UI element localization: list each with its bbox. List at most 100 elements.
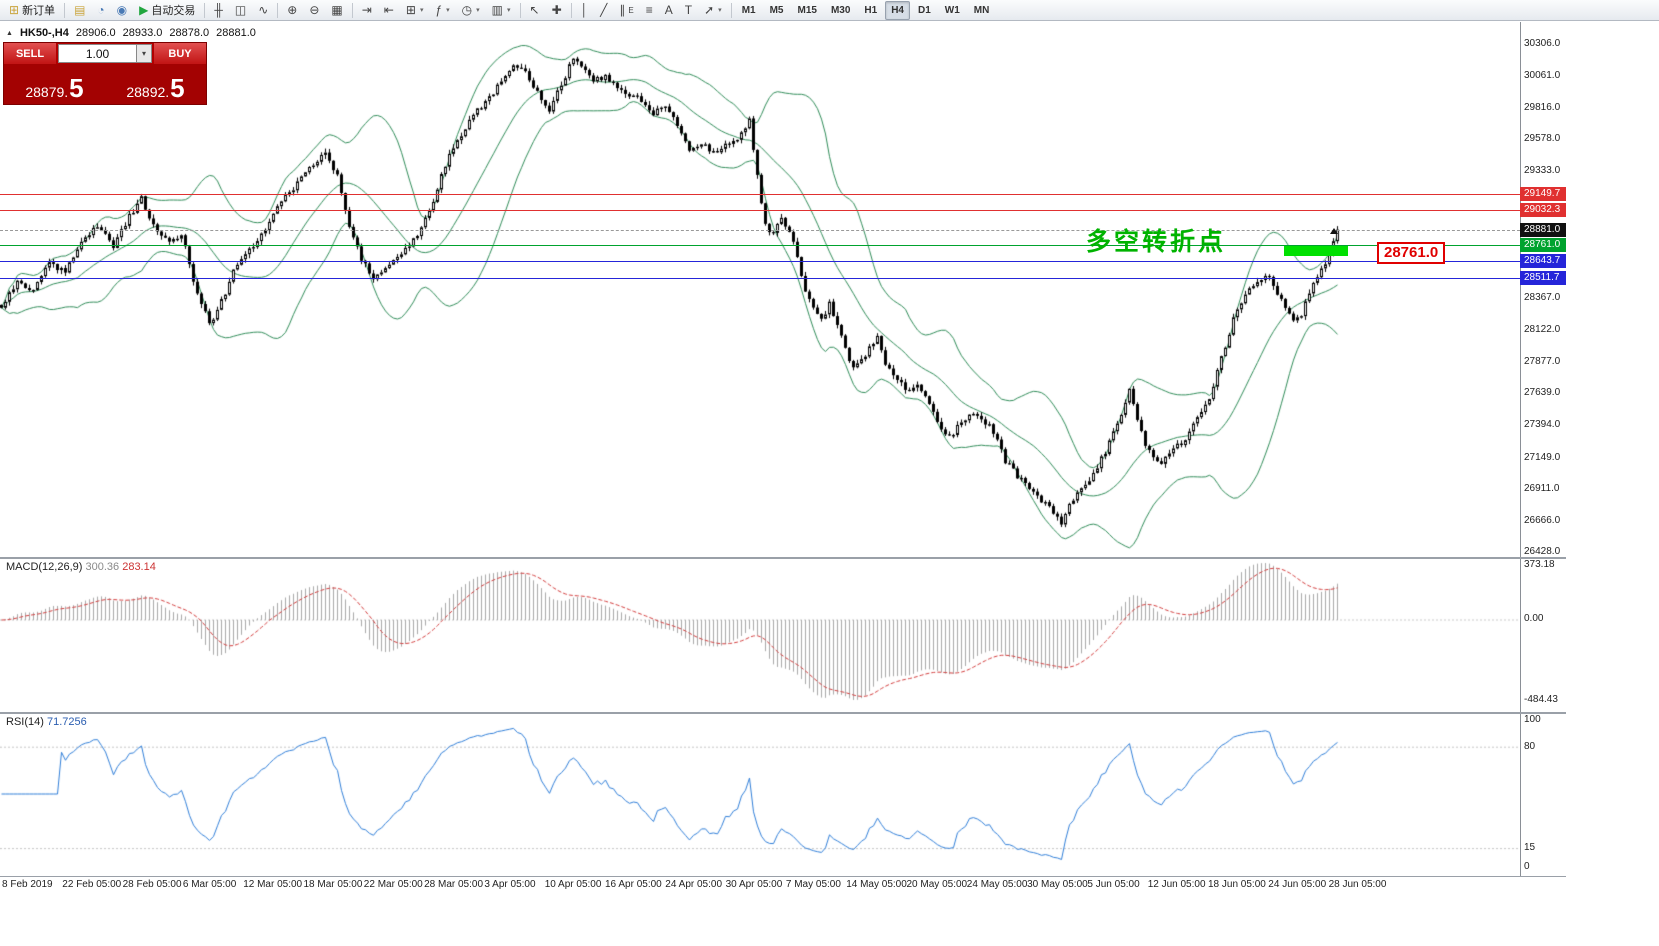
timeframe-button-mn[interactable]: MN (973, 4, 990, 16)
timeframe-button-h1[interactable]: H1 (864, 4, 878, 16)
price-chart-canvas[interactable] (0, 22, 1520, 557)
profiles-icon[interactable]: ◔ (92, 1, 109, 20)
rsi-canvas[interactable] (0, 714, 1520, 875)
bar-chart-mode-icon-glyph: ╫ (214, 3, 223, 17)
alerts-icon[interactable]: ◉ (112, 1, 132, 20)
autotrading-button-label: 自动交易 (151, 5, 196, 17)
price-badge: 28761.0 (1520, 238, 1566, 253)
text-tool-icon[interactable]: A (660, 1, 678, 20)
rsi-name: RSI(14) (6, 716, 44, 728)
zoom-out-icon[interactable]: ⊖ (304, 1, 324, 20)
price-tick: 26911.0 (1524, 482, 1560, 494)
price-tick: 28122.0 (1524, 324, 1561, 336)
vertical-line-tool-icon[interactable]: │ (576, 1, 594, 20)
auto-scroll-icon[interactable]: ⇥ (357, 1, 377, 20)
time-label: 20 May 05:00 (906, 879, 968, 890)
charts-icon-glyph: ▤ (74, 3, 86, 17)
chart-symbol-period: HK50-,H4 (19, 27, 69, 39)
indicators-button[interactable]: ƒ ▾ (430, 1, 454, 20)
price-tick: 27394.0 (1524, 419, 1561, 431)
cursor-tool-icon-glyph: ↖ (529, 3, 540, 17)
panel-separator[interactable] (0, 876, 1566, 877)
timeframe-button-d1[interactable]: D1 (918, 4, 931, 16)
zoom-in-icon[interactable]: ⊕ (282, 1, 302, 20)
time-label: 28 Feb 05:00 (122, 879, 182, 890)
timeframe-button-m1[interactable]: M1 (741, 4, 756, 16)
time-label: 30 Apr 05:00 (725, 879, 783, 890)
price-badge: 29149.7 (1520, 187, 1566, 202)
pivot-line[interactable] (0, 245, 1520, 247)
time-label: 12 Mar 05:00 (243, 879, 303, 890)
timeframe-button-w1[interactable]: W1 (944, 4, 960, 16)
dropdown-icon: ▾ (507, 7, 511, 14)
annotation-text[interactable]: 多空转折点 (1086, 228, 1227, 256)
price-tick: 29333.0 (1524, 165, 1561, 177)
price-tag[interactable]: 28761.0 (1377, 242, 1446, 264)
resistance-line-2[interactable] (0, 209, 1520, 211)
arrows-tool-icon[interactable]: ➚ ▾ (699, 1, 727, 20)
macd-signal-value: 283.14 (122, 561, 156, 573)
ohlc-low: 28878.0 (169, 27, 210, 39)
volume-input[interactable]: 1.00 (58, 44, 137, 63)
time-label: 16 Apr 05:00 (605, 879, 662, 890)
buy-button[interactable]: BUY (154, 43, 206, 64)
trade-panel-controls: SELL 1.00 ▾ BUY (4, 43, 206, 64)
toolbar-separator (519, 2, 521, 18)
sell-button[interactable]: SELL (4, 43, 56, 64)
templates-button[interactable]: ▥ ▾ (487, 1, 516, 20)
crosshair-tool-icon[interactable]: ✚ (547, 1, 567, 20)
timeframe-button-h4[interactable]: H4 (885, 0, 910, 20)
chart-shift-icon[interactable]: ⇤ (379, 1, 399, 20)
price-tick: 26666.0 (1524, 514, 1561, 526)
charts-icon[interactable]: ▤ (69, 1, 90, 20)
dropdown-icon: ▾ (419, 7, 424, 14)
line-chart-mode-icon[interactable]: ∿ (253, 1, 273, 20)
resistance-line-1[interactable] (0, 194, 1520, 196)
time-label: 24 Jun 05:00 (1268, 879, 1327, 890)
candlestick-mode-icon[interactable]: ◫ (230, 1, 251, 20)
new-chart-button[interactable]: ⊞ ▾ (401, 1, 429, 20)
candlestick-mode-icon-glyph: ◫ (234, 3, 247, 17)
support-line-1[interactable] (0, 260, 1520, 262)
volume-dropdown[interactable]: ▾ (137, 44, 152, 63)
time-label: 22 Feb 05:00 (62, 879, 122, 890)
time-label: 24 Apr 05:00 (665, 879, 723, 890)
macd-canvas[interactable] (0, 559, 1520, 710)
panel-separator[interactable] (0, 712, 1566, 714)
new-order-button[interactable]: ⊞ 新订单 (4, 1, 60, 20)
main-toolbar: ⊞ 新订单 ▤ ◔ ◉ ▶ 自动交易 ╫ ◫ ∿ ⊕ ⊖ ▦ ⇥ ⇤ ⊞ ▾ ƒ ▾ ◷ ▾ ▥ ▾ ↖ ✚ │ ╱ ∥ E ≡ A T ➚ ▾ M… (0, 0, 1659, 21)
highlight-bar[interactable] (1284, 246, 1348, 256)
new-order-button-glyph: ⊞ (9, 3, 20, 17)
fibonacci-tool-icon[interactable]: ≡ (641, 1, 658, 20)
timeframe-button-m30[interactable]: M30 (830, 4, 851, 16)
time-label: 18 Jun 05:00 (1208, 879, 1266, 890)
tile-windows-icon[interactable]: ▦ (326, 1, 347, 20)
toolbar-separator (570, 2, 572, 18)
buy-price[interactable]: 28892. 5 (105, 64, 206, 104)
bar-chart-mode-icon[interactable]: ╫ (209, 1, 228, 20)
timeframe-button-m5[interactable]: M5 (769, 4, 784, 16)
current-price-line[interactable] (0, 229, 1520, 231)
time-label: 14 May 05:00 (846, 879, 907, 890)
arrows-tool-icon-glyph: ➚ (704, 3, 715, 17)
dropdown-icon: ▾ (446, 7, 450, 14)
autotrading-button[interactable]: ▶ 自动交易 (134, 1, 200, 20)
sell-price-big: 5 (69, 73, 84, 104)
support-line-2[interactable] (0, 278, 1520, 280)
sell-price[interactable]: 28879. 5 (4, 64, 105, 104)
periods-button[interactable]: ◷ ▾ (457, 1, 485, 20)
panel-separator[interactable] (0, 557, 1566, 559)
text-tool-icon-glyph: A (664, 3, 673, 17)
cursor-tool-icon[interactable]: ↖ (525, 1, 545, 20)
channel-tool-icon[interactable]: ∥ E (614, 1, 638, 20)
time-label: 12 Jun 05:00 (1147, 879, 1206, 890)
price-badge: 29032.3 (1520, 202, 1566, 217)
arrow-marker-icon[interactable] (1330, 228, 1338, 234)
templates-button-glyph: ▥ (491, 3, 504, 17)
text-box-tool-icon[interactable]: T (680, 1, 697, 20)
ohlc-close: 28881.0 (216, 27, 256, 39)
rsi-value: 71.7256 (46, 716, 87, 728)
timeframe-button-m15[interactable]: M15 (797, 4, 817, 16)
trendline-tool-icon[interactable]: ╱ (595, 1, 612, 20)
time-label: 6 Mar 05:00 (182, 879, 237, 890)
